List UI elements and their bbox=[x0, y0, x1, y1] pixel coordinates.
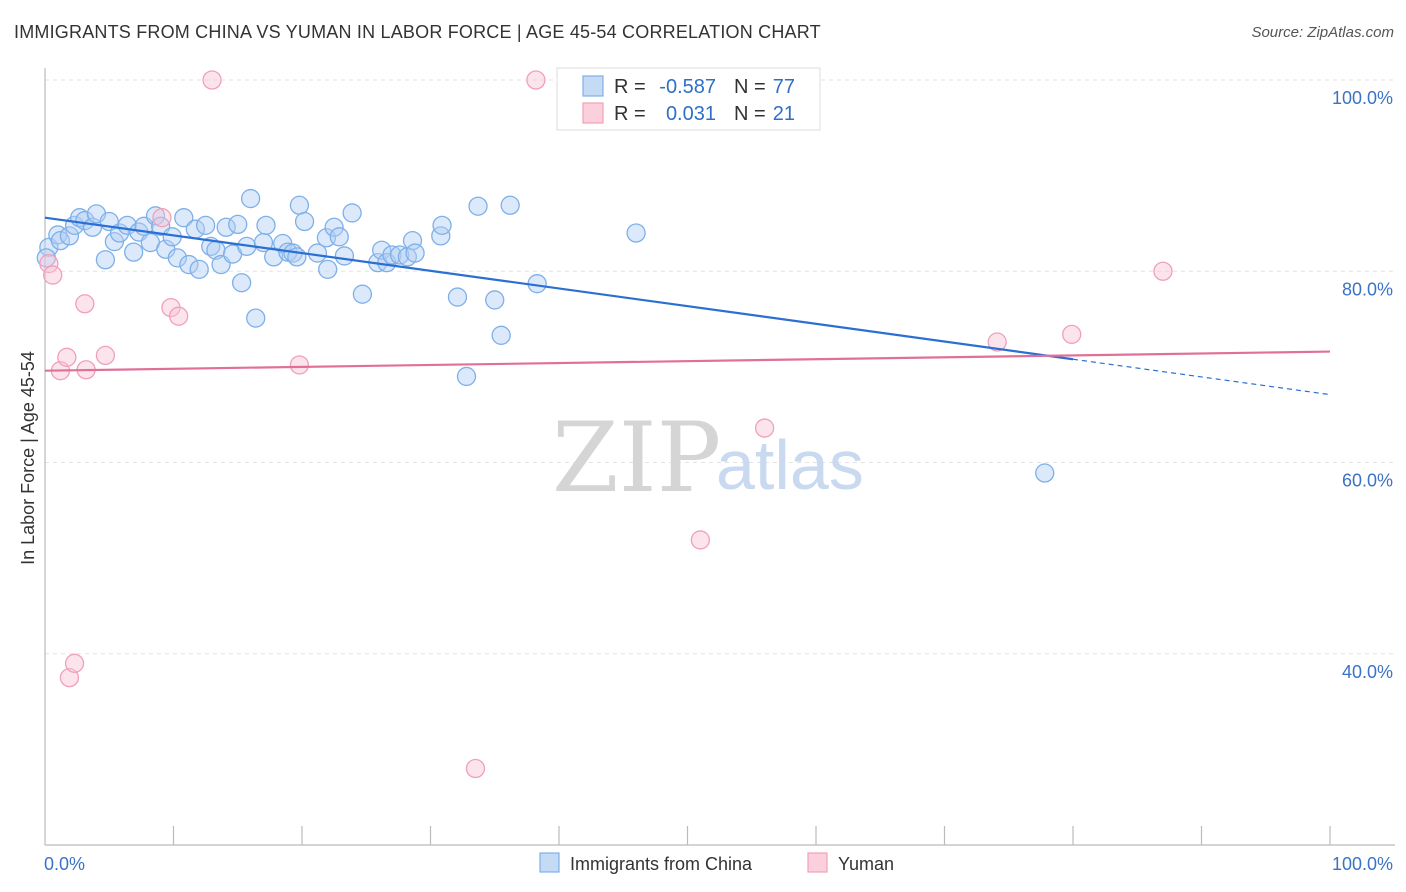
china-point bbox=[432, 215, 452, 236]
china-point bbox=[174, 208, 194, 228]
china-point bbox=[500, 195, 520, 215]
yuman-point bbox=[526, 70, 546, 90]
legend-n-value-china: 77 bbox=[773, 76, 795, 98]
legend-swatch-yuman bbox=[582, 102, 604, 124]
bottom-legend-label-china: Immigrants from China bbox=[570, 854, 753, 874]
china-point bbox=[382, 245, 402, 265]
china-point bbox=[405, 243, 425, 263]
china-point bbox=[216, 217, 236, 237]
china-point bbox=[75, 210, 95, 231]
yuman-point bbox=[987, 332, 1007, 352]
china-point bbox=[246, 308, 266, 328]
yuman-point bbox=[75, 294, 95, 314]
yuman-point bbox=[465, 758, 486, 779]
china-point bbox=[447, 287, 468, 307]
china-point bbox=[228, 214, 248, 235]
china-point bbox=[1035, 463, 1055, 483]
china-point bbox=[372, 240, 392, 260]
china-point bbox=[468, 196, 488, 216]
yuman-point bbox=[754, 418, 775, 438]
china-point bbox=[179, 254, 199, 275]
x-tick-label-max: 100.0% bbox=[1332, 854, 1393, 874]
yuman-point bbox=[64, 653, 85, 673]
china-point bbox=[402, 230, 423, 251]
y-tick-label: 40.0% bbox=[1342, 662, 1393, 682]
yuman-point bbox=[57, 347, 77, 367]
yuman-point bbox=[1062, 324, 1082, 345]
yuman-point bbox=[1153, 261, 1173, 281]
china-point bbox=[329, 227, 349, 247]
yuman-point bbox=[690, 530, 710, 550]
legend-n-label-china: N = bbox=[734, 76, 766, 98]
yuman-point bbox=[202, 70, 222, 90]
china-point bbox=[390, 245, 410, 265]
legend-r-label-yuman: R = bbox=[614, 103, 646, 125]
y-tick-label: 80.0% bbox=[1342, 279, 1393, 299]
trend-layer bbox=[44, 216, 1331, 396]
china-point bbox=[289, 195, 310, 215]
china-point bbox=[431, 226, 451, 246]
yuman-point bbox=[59, 668, 80, 688]
x-tick-label-min: 0.0% bbox=[44, 854, 85, 874]
china-point bbox=[324, 217, 344, 237]
china-point bbox=[626, 223, 646, 243]
china-point bbox=[352, 284, 373, 304]
china-point bbox=[189, 259, 209, 279]
bottom-legend-swatch-yuman bbox=[807, 852, 828, 873]
y-tick-label: 100.0% bbox=[1332, 88, 1393, 108]
china-point bbox=[318, 259, 338, 279]
yuman-point bbox=[43, 265, 63, 285]
bottom-legend-swatch-china bbox=[539, 852, 560, 873]
top-legend: R = -0.587 N = 77 R = 0.031 N = 21 bbox=[556, 67, 821, 131]
china-point bbox=[59, 226, 80, 246]
china-point bbox=[50, 230, 71, 251]
china-point bbox=[256, 215, 276, 236]
watermark: ZIP atlas bbox=[552, 402, 864, 514]
china-point bbox=[240, 188, 261, 209]
legend-r-value-yuman: 0.031 bbox=[666, 103, 716, 125]
china-point bbox=[124, 242, 144, 262]
legend-n-label-yuman: N = bbox=[734, 103, 766, 125]
y-tick-label: 60.0% bbox=[1342, 471, 1393, 491]
yuman-point bbox=[39, 253, 59, 274]
china-trend-line-extension bbox=[1072, 358, 1331, 396]
china-point bbox=[485, 290, 505, 310]
points-layer bbox=[36, 70, 1173, 779]
watermark-zip: ZIP bbox=[552, 402, 721, 514]
china-point bbox=[294, 211, 315, 232]
legend-swatch-china bbox=[582, 75, 604, 97]
china-point bbox=[334, 246, 355, 266]
chart-source: Source: ZipAtlas.com bbox=[1251, 24, 1394, 41]
axes-layer: 40.0% 60.0% 80.0% 100.0% 0.0% 100.0% bbox=[44, 68, 1395, 874]
y-axis-label: In Labor Force | Age 45-54 bbox=[18, 351, 38, 565]
china-point bbox=[195, 215, 216, 236]
china-point bbox=[167, 248, 188, 268]
legend-n-value-yuman: 21 bbox=[773, 103, 795, 125]
yuman-point bbox=[168, 306, 189, 326]
bottom-legend: Immigrants from China Yuman bbox=[539, 852, 894, 874]
yuman-point bbox=[152, 208, 172, 228]
china-point bbox=[456, 366, 477, 387]
yuman-point bbox=[289, 355, 310, 375]
legend-r-value-china: -0.587 bbox=[659, 76, 716, 98]
bottom-legend-label-yuman: Yuman bbox=[838, 854, 894, 874]
china-point bbox=[491, 325, 511, 345]
watermark-atlas: atlas bbox=[716, 426, 864, 504]
yuman-point bbox=[95, 345, 116, 366]
legend-r-label-china: R = bbox=[614, 76, 646, 98]
chart-title: IMMIGRANTS FROM CHINA VS YUMAN IN LABOR … bbox=[14, 22, 821, 42]
china-point bbox=[342, 203, 362, 223]
china-point bbox=[95, 250, 116, 270]
china-trend-line bbox=[44, 216, 1074, 361]
china-point bbox=[231, 273, 252, 293]
yuman-trend-line bbox=[44, 350, 1331, 372]
